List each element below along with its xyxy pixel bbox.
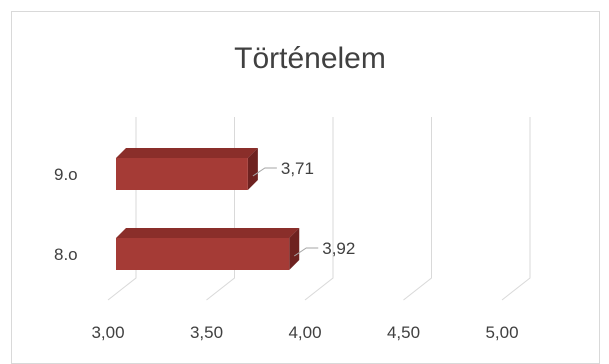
gridline-1: [206, 117, 235, 301]
gridline-3: [403, 117, 432, 301]
bar-1: [116, 238, 290, 270]
data-label-1: 3,92: [322, 239, 355, 258]
x-tick-labels: 3,00 3,50 4,00 4,50 5,00: [91, 323, 518, 342]
x-tick-label-3: 4,50: [387, 323, 420, 342]
bar-side-0: [247, 148, 258, 190]
chart-frame: [11, 11, 600, 364]
x-tick-label-1: 3,50: [190, 323, 223, 342]
bar-side-1: [289, 228, 300, 270]
data-label-0: 3,71: [281, 159, 314, 178]
bars: 3,71 3,92: [116, 148, 355, 270]
leader-line-1: [293, 247, 319, 257]
x-tick-label-0: 3,00: [91, 323, 124, 342]
category-labels: 9.o 8.o: [54, 165, 78, 264]
bar-top-0: [116, 148, 258, 158]
gridline-0: [107, 117, 137, 301]
gridline-4: [501, 117, 531, 301]
bar-0: [116, 158, 248, 190]
gridline-2: [304, 117, 334, 301]
x-tick-label-4: 5,00: [485, 323, 518, 342]
leader-line-0: [252, 167, 277, 177]
category-label-0: 9.o: [54, 165, 78, 184]
category-label-1: 8.o: [54, 245, 78, 264]
chart-title: Történelem: [234, 42, 386, 75]
bar-top-1: [116, 228, 300, 238]
x-tick-label-2: 4,00: [288, 323, 321, 342]
gridlines: [107, 117, 531, 301]
